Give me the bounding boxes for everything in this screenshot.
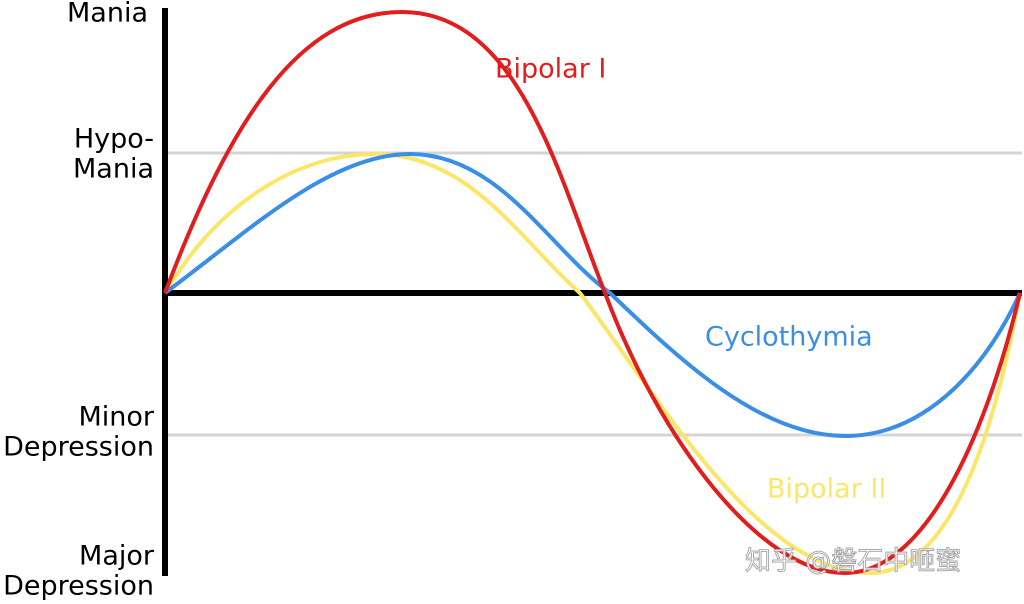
- level-label: Mania: [73, 154, 154, 185]
- bipolar-ii-curve: [163, 151, 1022, 576]
- level-label: Hypo-: [74, 124, 154, 155]
- level-label: Major: [79, 541, 155, 572]
- level-label: Mania: [67, 0, 148, 29]
- curve-label: Bipolar II: [767, 474, 886, 505]
- level-label: Depression: [3, 432, 154, 463]
- curve-label: Cyclothymia: [705, 322, 873, 353]
- cyclothymia-curve: [163, 151, 1022, 439]
- bipolar-i-curve: [163, 9, 1022, 576]
- level-label: Depression: [3, 571, 154, 602]
- level-label: Minor: [78, 402, 154, 433]
- watermark: 知乎 @磐石中咂蜜: [745, 547, 961, 577]
- curve-label: Bipolar I: [495, 54, 606, 85]
